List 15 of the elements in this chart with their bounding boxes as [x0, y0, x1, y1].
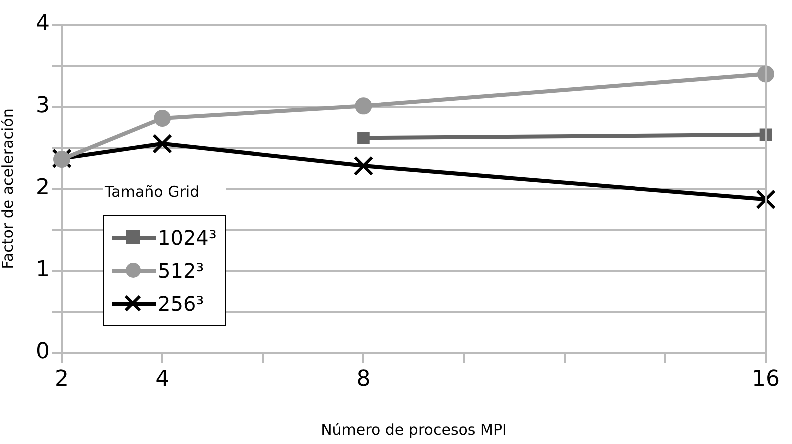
- legend-label: 1024³: [158, 226, 217, 250]
- y-tick-label: 4: [36, 12, 50, 37]
- legend-title: Tamaño Grid: [103, 183, 226, 201]
- y-tick-label: 0: [36, 340, 50, 365]
- y-axis-title: Factor de aceleración: [0, 108, 17, 270]
- y-tick-label: 1: [36, 258, 50, 283]
- x-tick-label: 4: [156, 366, 170, 392]
- legend-label: 256³: [158, 292, 204, 316]
- legend-label: 512³: [158, 258, 204, 282]
- x-tick-label: 2: [55, 366, 69, 392]
- x-axis-title: Número de procesos MPI: [321, 420, 507, 439]
- x-tick-label: 16: [752, 366, 780, 392]
- x-tick-label: 8: [356, 366, 371, 392]
- y-tick-label: 3: [36, 94, 50, 119]
- y-tick-label: 2: [36, 176, 50, 201]
